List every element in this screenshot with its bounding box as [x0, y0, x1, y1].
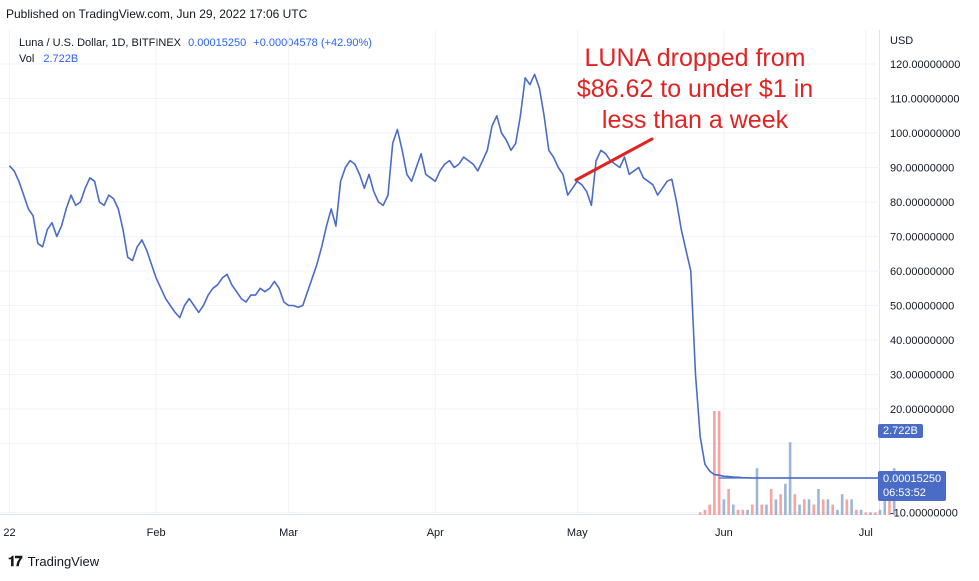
- volume-bar: [821, 499, 825, 515]
- volume-bar: [798, 504, 801, 515]
- y-tick-label: 70.00000000: [890, 232, 954, 244]
- chart-legend: Luna / U.S. Dollar, 1D, BITFINEX 0.00015…: [19, 36, 372, 67]
- volume-bar: [869, 512, 872, 515]
- volume-bar: [784, 483, 787, 515]
- volume-bar: [717, 411, 721, 515]
- volume-bar: [774, 499, 778, 515]
- volume-bar: [836, 509, 839, 515]
- published-caption: Published on TradingView.com, Jun 29, 20…: [6, 7, 308, 21]
- tradingview-logo[interactable]: 𝟏𝟕 TradingView: [8, 553, 99, 570]
- volume-label[interactable]: Vol: [19, 53, 35, 65]
- currency-label: USD: [890, 35, 914, 47]
- y-tick-label: 100.00000000: [890, 128, 960, 140]
- volume-bar: [803, 499, 806, 515]
- x-tick-label: Apr: [427, 527, 444, 539]
- volume-bar: [864, 512, 868, 515]
- volume-bar: [727, 489, 730, 515]
- volume-bar: [779, 494, 782, 515]
- volume-bar: [755, 468, 759, 515]
- price-tag: 0.00015250 06:53:52: [878, 471, 947, 501]
- volume-bar: [722, 499, 726, 515]
- volume-bar: [713, 411, 716, 515]
- y-tick-label: 40.00000000: [890, 335, 954, 347]
- volume-bar: [817, 489, 820, 515]
- tradingview-icon: 𝟏𝟕: [8, 553, 23, 569]
- volume-bar: [888, 499, 891, 515]
- y-tick-label: 60.00000000: [890, 266, 954, 278]
- volume-bar: [746, 509, 749, 515]
- annotation-arrow: [574, 137, 654, 182]
- y-tick-label: 50.00000000: [890, 301, 954, 313]
- volume-bar: [878, 509, 882, 515]
- y-axis: 120.00000000 110.00000000 100.00000000 90.0…: [890, 59, 960, 520]
- tradingview-brand: TradingView: [27, 554, 100, 569]
- volume-bar: [859, 509, 863, 515]
- volume-bar: [708, 504, 711, 515]
- y-tick-label: 80.00000000: [890, 197, 954, 209]
- y-tick-label: 90.00000000: [890, 163, 954, 175]
- chart-frame: [0, 30, 880, 515]
- volume-bar: [750, 504, 754, 515]
- x-tick-label: Jun: [715, 527, 733, 539]
- last-price: 0.00015250: [188, 37, 247, 49]
- annotation-line-2: $86.62 to under $1 in: [576, 75, 814, 103]
- volume-bar: [883, 494, 887, 515]
- price-tag-value: 0.00015250: [883, 473, 942, 485]
- annotation-line-3: less than a week: [601, 106, 789, 134]
- x-tick-label: Feb: [147, 527, 166, 539]
- price-tag-countdown: 06:53:52: [883, 487, 926, 499]
- x-tick-label: Jul: [859, 527, 873, 539]
- x-tick-label: 22: [3, 527, 15, 539]
- volume-bar: [807, 499, 811, 515]
- y-tick-label: 30.00000000: [890, 370, 954, 382]
- x-axis: 22 Feb Mar Apr May Jun Jul: [3, 527, 873, 539]
- volume-bar: [826, 499, 830, 515]
- price-line: [8, 73, 890, 479]
- volume-bar: [765, 504, 768, 515]
- volume-bar: [831, 504, 834, 515]
- annotation-line-1: LUNA dropped from: [584, 44, 806, 72]
- volume-bar: [698, 512, 702, 515]
- y-tick-label: -10.00000000: [890, 508, 958, 520]
- y-tick-label: 20.00000000: [890, 404, 954, 416]
- y-tick-label: 110.00000000: [890, 94, 960, 106]
- price-change: +0.00004578 (+42.90%): [253, 37, 372, 49]
- x-tick-label: Mar: [279, 527, 298, 539]
- y-tick-label: 120.00000000: [890, 59, 960, 71]
- volume-bar: [855, 509, 858, 515]
- volume-bar: [760, 504, 764, 515]
- volume-value: 2.722B: [43, 53, 79, 65]
- volume-bar: [850, 499, 853, 515]
- volume-bar: [732, 504, 735, 515]
- annotation-text: LUNA dropped from $86.62 to under $1 in …: [560, 43, 830, 136]
- volume-bar: [812, 504, 816, 515]
- volume-tag: 2.722B: [878, 424, 923, 438]
- volume-bar: [793, 494, 797, 515]
- volume-bar: [873, 512, 877, 515]
- grid-lines: [0, 30, 880, 515]
- volume-bar: [840, 494, 844, 515]
- volume-bar: [736, 509, 740, 515]
- x-tick-label: May: [567, 527, 588, 539]
- volume-bar: [769, 489, 773, 515]
- volume-bar: [741, 509, 745, 515]
- symbol-label[interactable]: Luna / U.S. Dollar, 1D, BITFINEX: [19, 37, 182, 49]
- volume-bar: [845, 499, 849, 515]
- volume-bar: [703, 509, 707, 515]
